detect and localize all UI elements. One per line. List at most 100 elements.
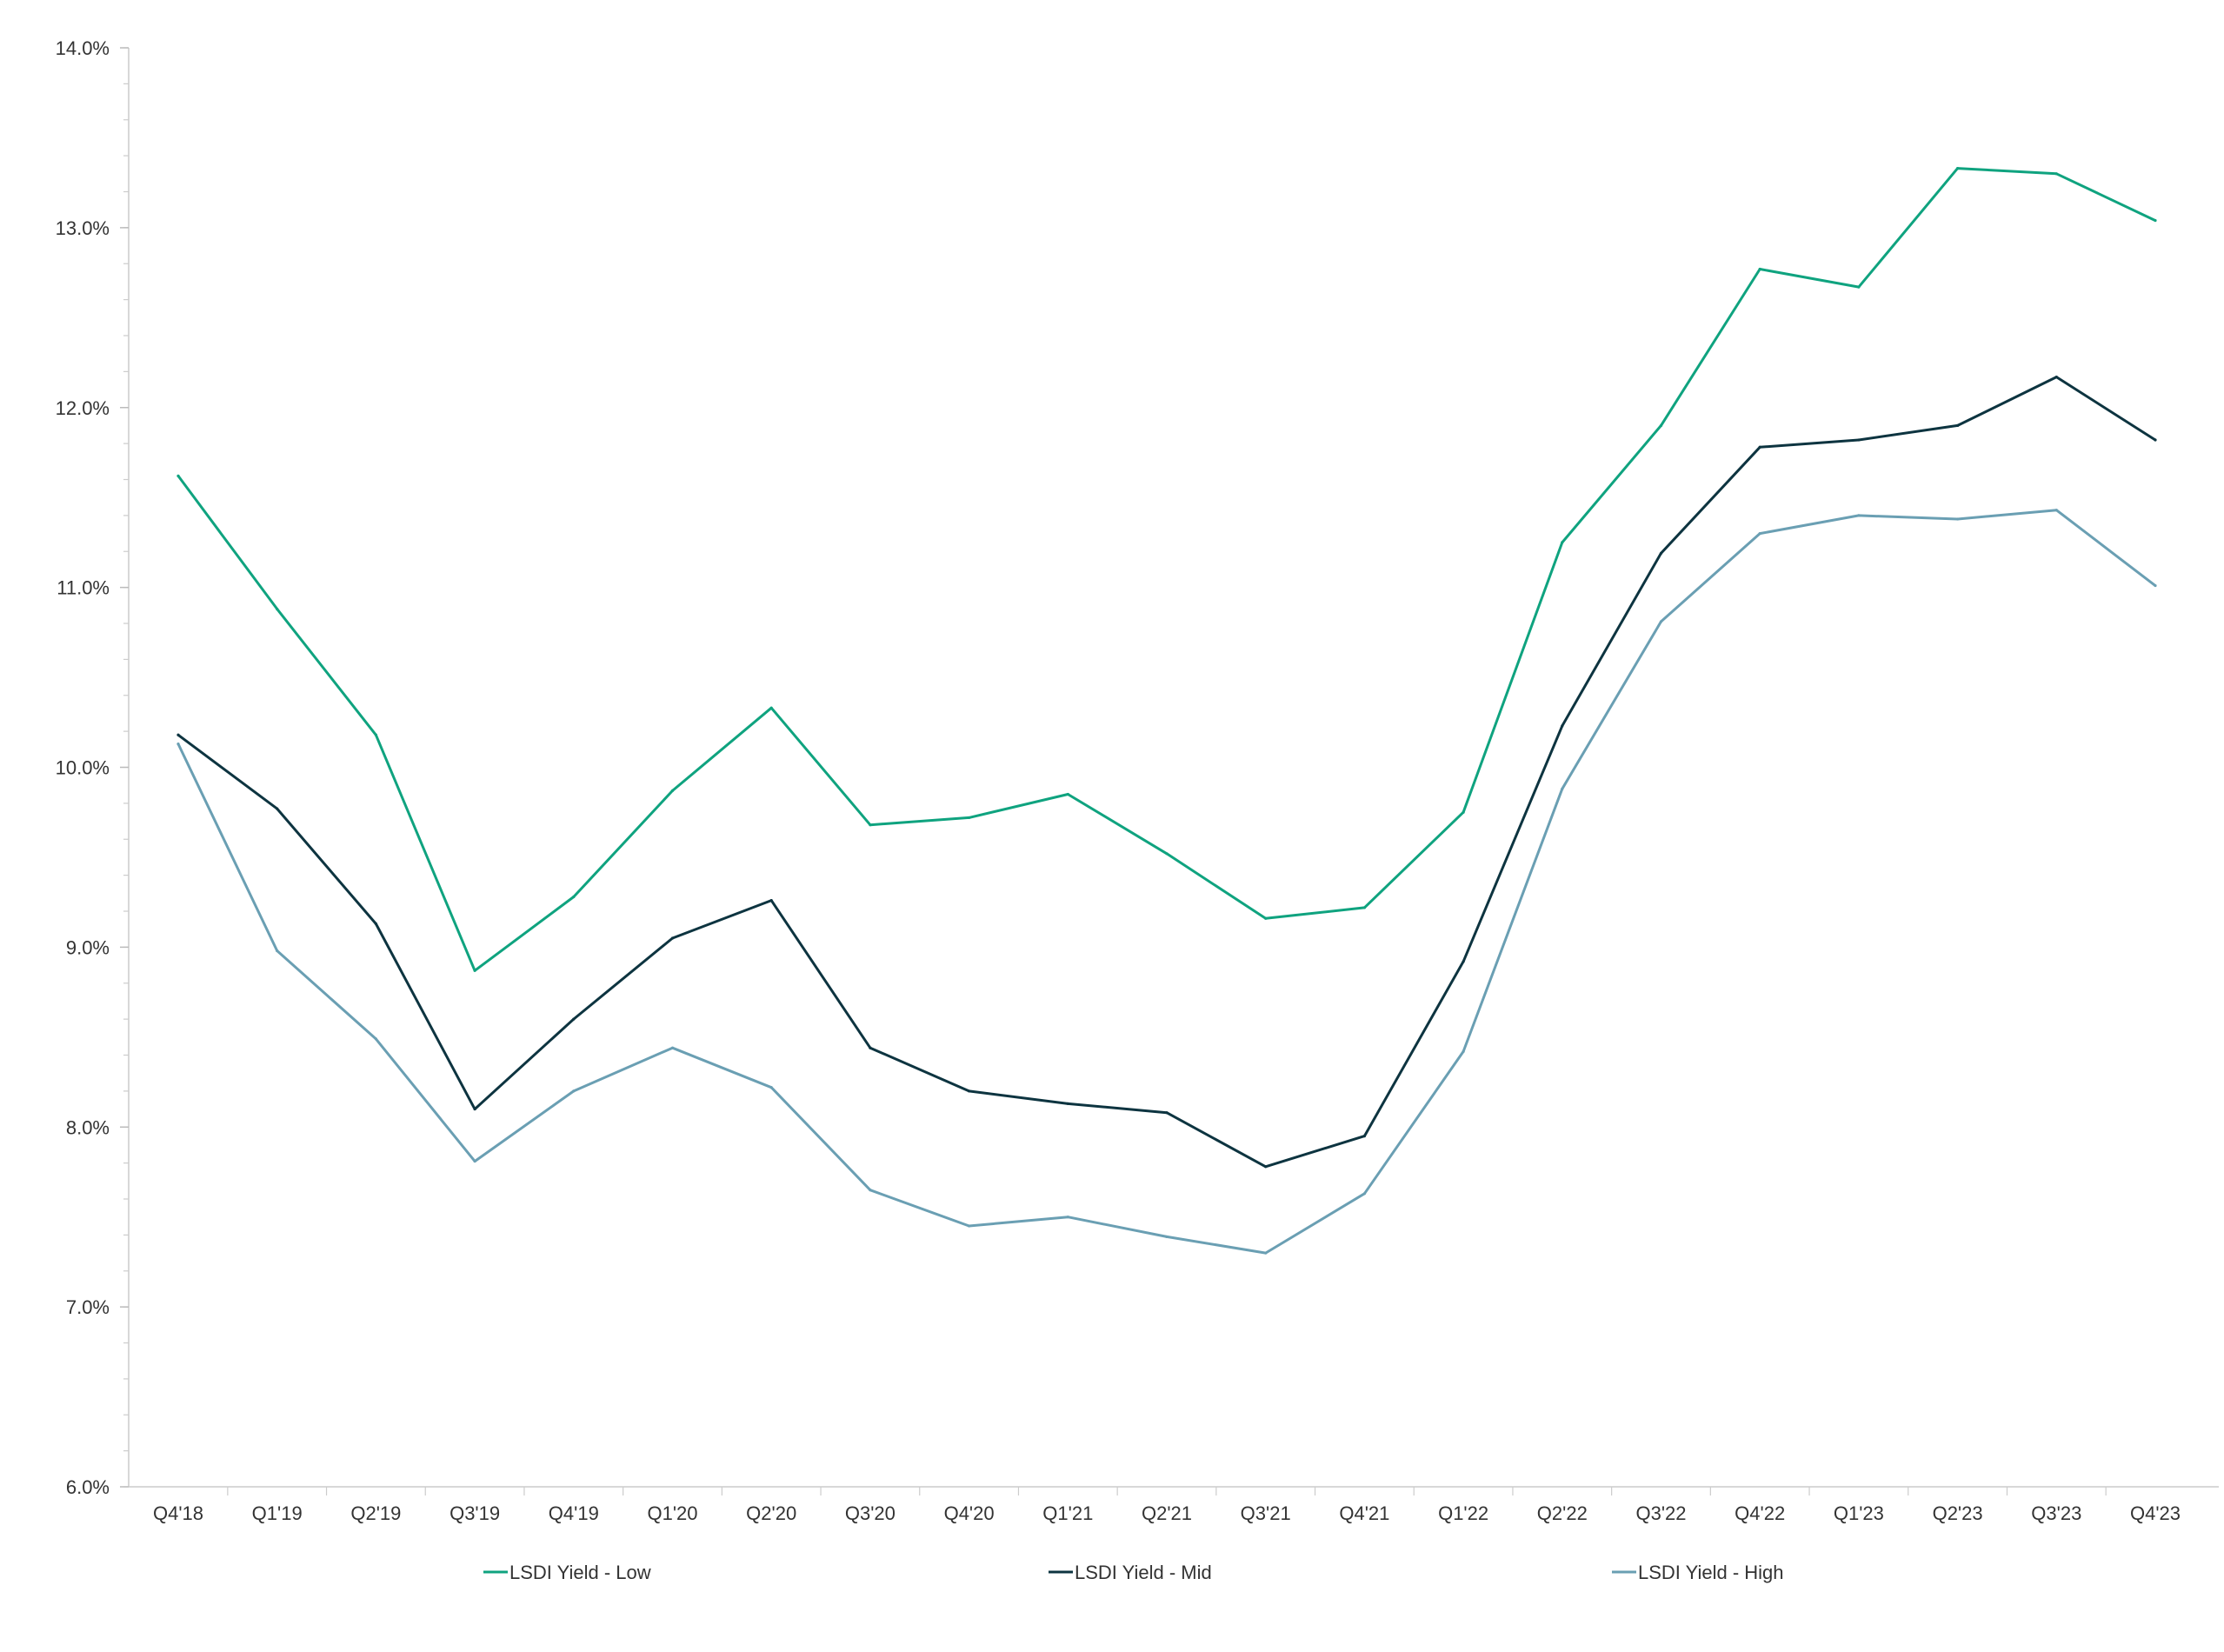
data-point — [176, 474, 180, 477]
data-point — [276, 949, 279, 953]
data-point — [374, 1037, 377, 1041]
data-point — [670, 936, 675, 940]
data-point — [1561, 787, 1564, 790]
data-point — [572, 1017, 576, 1021]
y-tick-label: 14.0% — [56, 37, 110, 59]
data-point — [1066, 792, 1069, 796]
data-point — [1857, 514, 1861, 517]
y-tick-label: 7.0% — [66, 1296, 110, 1318]
data-point — [869, 823, 872, 827]
x-tick-label: Q3'21 — [1241, 1502, 1291, 1524]
x-tick-label: Q3'23 — [2031, 1502, 2081, 1524]
data-point — [2054, 172, 2058, 176]
legend-label-3: LSDI Yield - High — [1638, 1562, 1784, 1583]
data-point — [1561, 541, 1564, 544]
x-tick-label: Q1'19 — [252, 1502, 303, 1524]
data-point — [1659, 551, 1663, 555]
data-point — [1362, 1192, 1366, 1196]
x-tick-label: Q1'20 — [647, 1502, 697, 1524]
y-tick-label: 11.0% — [57, 577, 110, 599]
data-point — [1362, 1134, 1366, 1138]
data-point — [1462, 1049, 1465, 1053]
data-point — [473, 1107, 476, 1111]
data-point — [1462, 960, 1465, 963]
legend-label-1: LSDI Yield - Low — [509, 1562, 651, 1583]
data-point — [1758, 267, 1761, 271]
data-point — [1066, 1102, 1069, 1105]
data-point — [1264, 1165, 1268, 1169]
x-tick-label: Q4'22 — [1735, 1502, 1785, 1524]
data-point — [1956, 517, 1960, 521]
x-tick-label: Q3'22 — [1635, 1502, 1686, 1524]
data-point — [1165, 852, 1169, 856]
series-line-3 — [176, 509, 2157, 1255]
data-point — [1659, 620, 1663, 623]
x-tick-label: Q3'19 — [449, 1502, 500, 1524]
x-tick-label: Q4'20 — [944, 1502, 995, 1524]
data-point — [769, 1086, 773, 1089]
data-point — [769, 706, 773, 709]
data-point — [2054, 375, 2058, 379]
legend-label-2: LSDI Yield - Mid — [1075, 1562, 1212, 1583]
x-tick-label: Q1'23 — [1834, 1502, 1884, 1524]
data-point — [968, 816, 971, 820]
data-point — [670, 1046, 675, 1049]
x-tick-label: Q4'19 — [549, 1502, 599, 1524]
data-point — [572, 1089, 576, 1093]
data-point — [1066, 1216, 1069, 1219]
data-point — [374, 733, 377, 736]
x-tick-label: Q1'21 — [1042, 1502, 1093, 1524]
data-point — [968, 1089, 971, 1093]
data-point — [1956, 423, 1960, 428]
x-tick-label: Q3'20 — [845, 1502, 896, 1524]
series-line-1 — [176, 167, 2157, 972]
data-point — [276, 607, 279, 611]
x-tick-label: Q2'22 — [1537, 1502, 1588, 1524]
y-tick-label: 13.0% — [56, 217, 110, 239]
data-point — [1462, 810, 1465, 814]
data-point — [572, 895, 576, 899]
y-tick-label: 6.0% — [66, 1476, 110, 1498]
x-tick-label: Q2'21 — [1142, 1502, 1192, 1524]
x-tick-label: Q4'21 — [1339, 1502, 1389, 1524]
x-tick-label: Q4'18 — [153, 1502, 203, 1524]
data-point — [2154, 219, 2157, 223]
data-point — [374, 922, 377, 926]
x-tick-label: Q2'19 — [350, 1502, 401, 1524]
data-point — [1956, 167, 1960, 170]
data-point — [473, 1159, 476, 1163]
y-tick-label: 10.0% — [56, 757, 110, 779]
data-point — [1659, 423, 1663, 428]
data-point — [670, 789, 675, 792]
data-point — [276, 807, 279, 810]
x-tick-label: Q1'22 — [1438, 1502, 1488, 1524]
data-point — [2154, 583, 2157, 588]
data-point — [473, 969, 476, 972]
data-point — [1264, 916, 1268, 920]
data-point — [2154, 438, 2157, 442]
series-line-2 — [176, 376, 2157, 1169]
data-point — [2054, 509, 2058, 512]
data-point — [968, 1224, 971, 1228]
data-point — [1758, 531, 1761, 536]
data-point — [869, 1189, 872, 1192]
data-point — [176, 743, 180, 746]
data-point — [176, 733, 180, 736]
x-tick-label: Q4'23 — [2130, 1502, 2181, 1524]
data-point — [1561, 724, 1564, 728]
data-point — [1857, 285, 1861, 289]
data-point — [1165, 1111, 1169, 1115]
y-tick-label: 9.0% — [66, 936, 110, 958]
x-tick-label: Q2'23 — [1933, 1502, 1983, 1524]
y-tick-label: 8.0% — [66, 1116, 110, 1138]
data-point — [1758, 445, 1761, 449]
x-tick-label: Q2'20 — [746, 1502, 796, 1524]
data-point — [1362, 906, 1366, 909]
y-tick-label: 12.0% — [56, 397, 110, 419]
data-point — [869, 1046, 872, 1049]
data-point — [1857, 438, 1861, 442]
data-point — [769, 898, 773, 903]
data-point — [1264, 1251, 1268, 1255]
